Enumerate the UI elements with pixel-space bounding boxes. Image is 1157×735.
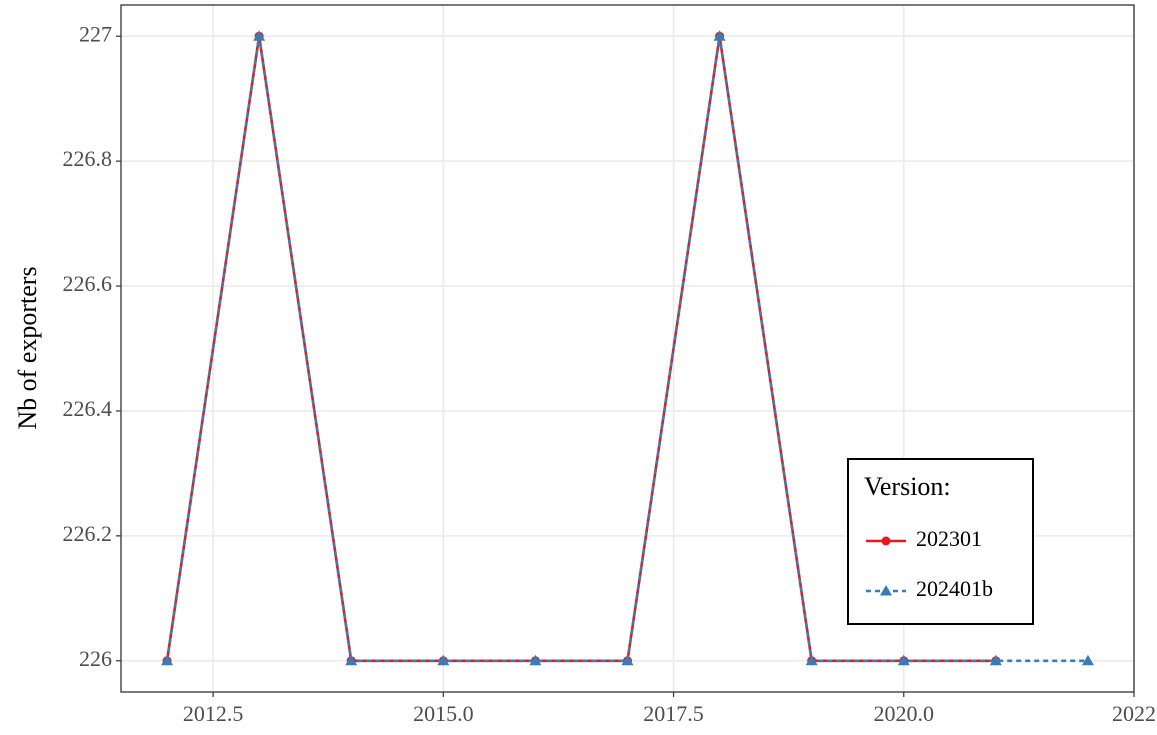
x-tick-label: 2017.5: [643, 701, 704, 726]
legend-title: Version:: [864, 472, 951, 501]
y-tick-label: 226.8: [63, 146, 113, 171]
legend-label: 202401b: [916, 576, 993, 601]
marker: [529, 654, 542, 666]
marker: [437, 654, 450, 666]
marker: [161, 654, 174, 666]
x-tick-label: 2015.0: [413, 701, 474, 726]
marker: [345, 654, 358, 666]
y-tick-label: 227: [79, 21, 112, 46]
marker: [989, 654, 1002, 666]
marker: [881, 536, 891, 546]
x-tick-label: 2012.5: [183, 701, 244, 726]
x-tick-label: 2020.0: [874, 701, 935, 726]
marker: [880, 585, 892, 596]
y-tick-label: 226.2: [63, 521, 113, 546]
legend-label: 202301: [916, 526, 982, 551]
marker: [253, 30, 266, 41]
x-tick-label: 2022: [1112, 701, 1156, 726]
marker: [713, 30, 726, 41]
y-tick-label: 226: [79, 646, 112, 671]
y-tick-label: 226.4: [63, 396, 113, 421]
marker: [621, 654, 634, 666]
plot-border: [120, 4, 1135, 693]
y-axis-label: Nb of exporters: [13, 266, 42, 429]
marker: [897, 654, 910, 666]
y-tick-label: 226.6: [63, 271, 113, 296]
marker: [1081, 654, 1094, 666]
marker: [805, 654, 818, 666]
